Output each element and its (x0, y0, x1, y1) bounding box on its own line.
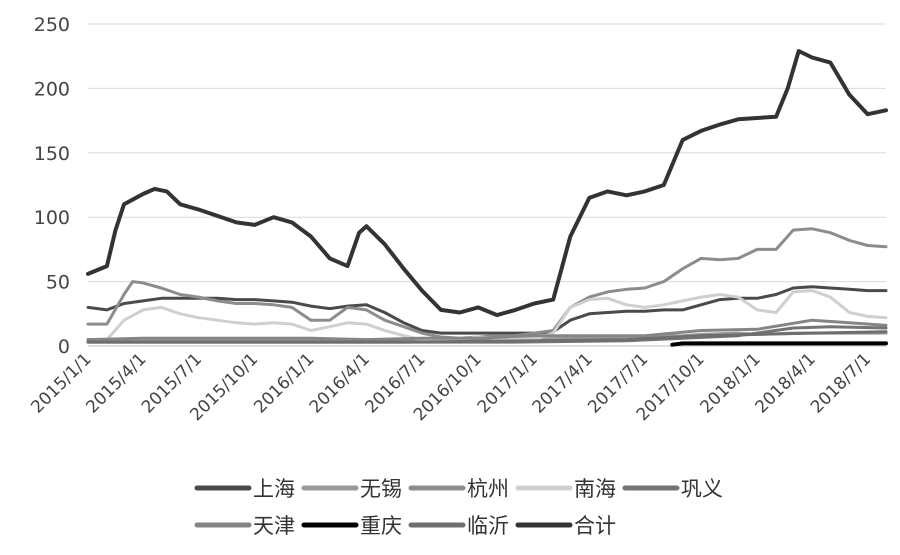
legend-item: 临沂 (408, 514, 509, 538)
legend-label: 南海 (574, 477, 616, 501)
legend-label: 临沂 (467, 514, 509, 538)
y-tick-label: 50 (46, 272, 70, 294)
x-tick-label: 2015/4/1 (82, 349, 150, 417)
y-tick-label: 250 (34, 14, 70, 36)
legend-item: 巩义 (622, 477, 723, 501)
y-tick-label: 100 (34, 207, 70, 229)
x-tick-label: 2016/1/1 (250, 349, 318, 417)
y-tick-label: 0 (58, 336, 70, 358)
legend-label: 合计 (574, 514, 616, 538)
legend-label: 巩义 (681, 477, 723, 501)
legend-label: 重庆 (360, 514, 402, 538)
legend-item: 上海 (194, 477, 295, 501)
series-line (86, 285, 888, 335)
series-line (86, 318, 888, 342)
legend-item: 天津 (194, 514, 295, 538)
legend-item: 杭州 (408, 477, 509, 501)
legend-item: 南海 (515, 477, 616, 501)
legend-label: 上海 (253, 477, 295, 501)
legend-label: 无锡 (360, 477, 402, 501)
x-tick-label: 2016/4/1 (306, 349, 374, 417)
x-tick-label: 2017/4/1 (529, 349, 597, 417)
x-axis: 2015/1/12015/4/12015/7/12015/10/12016/1/… (27, 345, 886, 425)
series-line (86, 330, 888, 344)
legend-item: 重庆 (301, 514, 402, 538)
series-line (86, 49, 888, 318)
series-line (86, 227, 888, 340)
series-line (670, 341, 888, 347)
series-lines (86, 49, 888, 347)
y-tick-label: 150 (34, 143, 70, 165)
legend-item: 无锡 (301, 477, 402, 501)
x-tick-label: 2018/7/1 (807, 349, 875, 417)
legend-label: 杭州 (467, 477, 509, 501)
legend-item: 合计 (515, 514, 616, 538)
x-tick-label: 2018/4/1 (752, 349, 820, 417)
y-tick-label: 200 (34, 78, 70, 100)
y-axis: 0 50 100 150 200 250 (34, 14, 70, 358)
legend-label: 天津 (253, 514, 295, 538)
